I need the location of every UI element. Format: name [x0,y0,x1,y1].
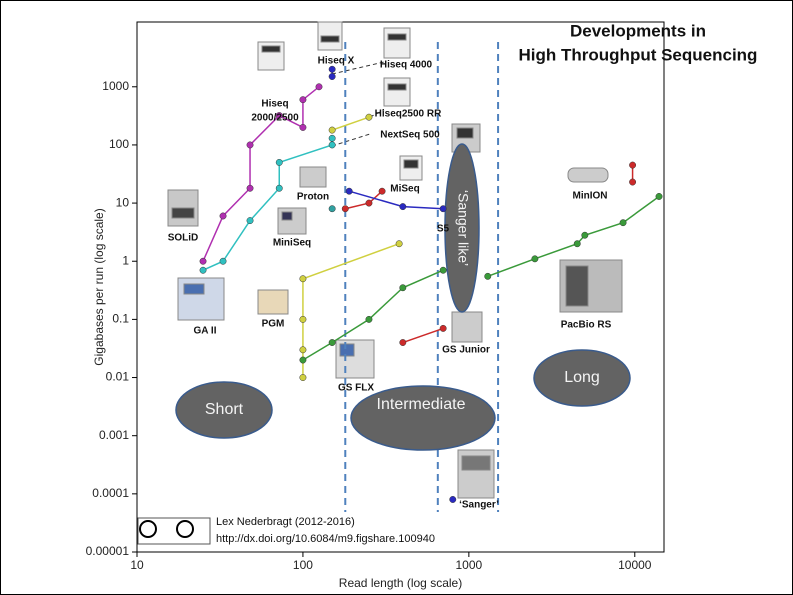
data-point [656,193,662,199]
data-point [247,142,253,148]
credit-line: http://dx.doi.org/10.6084/m9.figshare.10… [216,533,435,545]
data-point [300,124,306,130]
data-point [247,217,253,223]
x-tick-label: 10000 [618,558,652,572]
y-tick-label: 1000 [102,79,129,93]
data-point [440,206,446,212]
credit-line: Lex Nederbragt (2012-2016) [216,516,355,528]
data-point [276,185,282,191]
data-point [342,206,348,212]
cc-icon [140,521,156,537]
instrument-label: SOLiD [168,233,199,244]
instrument-label: PacBio RS [561,320,612,331]
data-point [400,203,406,209]
data-point [276,159,282,165]
data-point [300,357,306,363]
data-point [300,276,306,282]
data-point [629,179,635,185]
data-point [247,185,253,191]
data-point [629,162,635,168]
data-point [300,96,306,102]
data-point [620,219,626,225]
instrument-label: S5 [437,224,450,235]
data-point [400,339,406,345]
data-point [532,256,538,262]
data-point [329,206,335,212]
instrument-label: NextSeq 500 [380,130,440,141]
chart-title: High Throughput Sequencing [519,45,758,64]
region-label: Long [564,369,600,386]
x-tick-label: 10 [130,558,144,572]
data-point [200,258,206,264]
data-point [582,232,588,238]
data-point [300,316,306,322]
data-point [329,127,335,133]
y-tick-label: 10 [116,195,130,209]
instrument-label: Hiseq X [318,56,355,67]
y-tick-label: 100 [109,137,129,151]
x-tick-label: 100 [293,558,313,572]
instrument-label: MinION [573,191,608,202]
instrument-label: GS Junior [442,345,490,356]
data-point [220,213,226,219]
data-point [366,316,372,322]
data-point [440,325,446,331]
data-point [220,258,226,264]
data-point [329,142,335,148]
region-label-box: Intermediate [375,394,471,442]
y-axis-label: Gigabases per run (log scale) [92,208,106,365]
region-label: Short [205,401,244,418]
instrument-label: MiniSeq [273,238,311,249]
data-point [329,73,335,79]
data-point [329,66,335,72]
slide: 0.00001 0.0001 0.001 0.01 0.1 1 10 100 1000 10 100… [0,0,793,595]
instrument-label: 2000/2500 [251,113,299,124]
instrument-label: GA II [194,326,217,337]
instrument-label: ‘Sanger’ [459,500,499,511]
data-point [379,188,385,194]
instrument-label: MiSeq [390,184,419,195]
x-tick-label: 1000 [456,558,483,572]
data-point [574,241,580,247]
data-point [300,347,306,353]
data-point [400,285,406,291]
data-point [329,339,335,345]
y-tick-label: 0.001 [99,428,129,442]
instrument-label: Proton [297,192,329,203]
data-point [346,188,352,194]
region-label: ‘Sanger like’ [455,190,471,266]
x-axis-label: Read length (log scale) [339,576,462,590]
data-point [366,200,372,206]
instrument-label: Hiseq2500 RR [375,109,442,120]
instrument-label: Hiseq 4000 [380,60,433,71]
data-point [485,273,491,279]
instrument-label: GS FLX [338,383,374,394]
y-tick-label: 0.00001 [86,544,130,558]
y-tick-label: 1 [122,253,129,267]
region-label: Intermediate [375,394,467,416]
data-point [366,114,372,120]
data-point [440,267,446,273]
data-point [200,267,206,273]
data-point [300,374,306,380]
data-point [450,496,456,502]
by-icon [177,521,193,537]
y-tick-label: 0.1 [112,312,129,326]
chart: 0.00001 0.0001 0.001 0.01 0.1 1 10 100 1000 10 100… [0,0,793,595]
data-point [329,135,335,141]
y-tick-label: 0.01 [106,370,130,384]
data-point [316,84,322,90]
chart-title: Developments in [570,21,706,40]
y-tick-label: 0.0001 [92,486,129,500]
instrument-label: PGM [262,319,285,330]
instrument-label: Hiseq [261,99,288,110]
data-point [396,241,402,247]
